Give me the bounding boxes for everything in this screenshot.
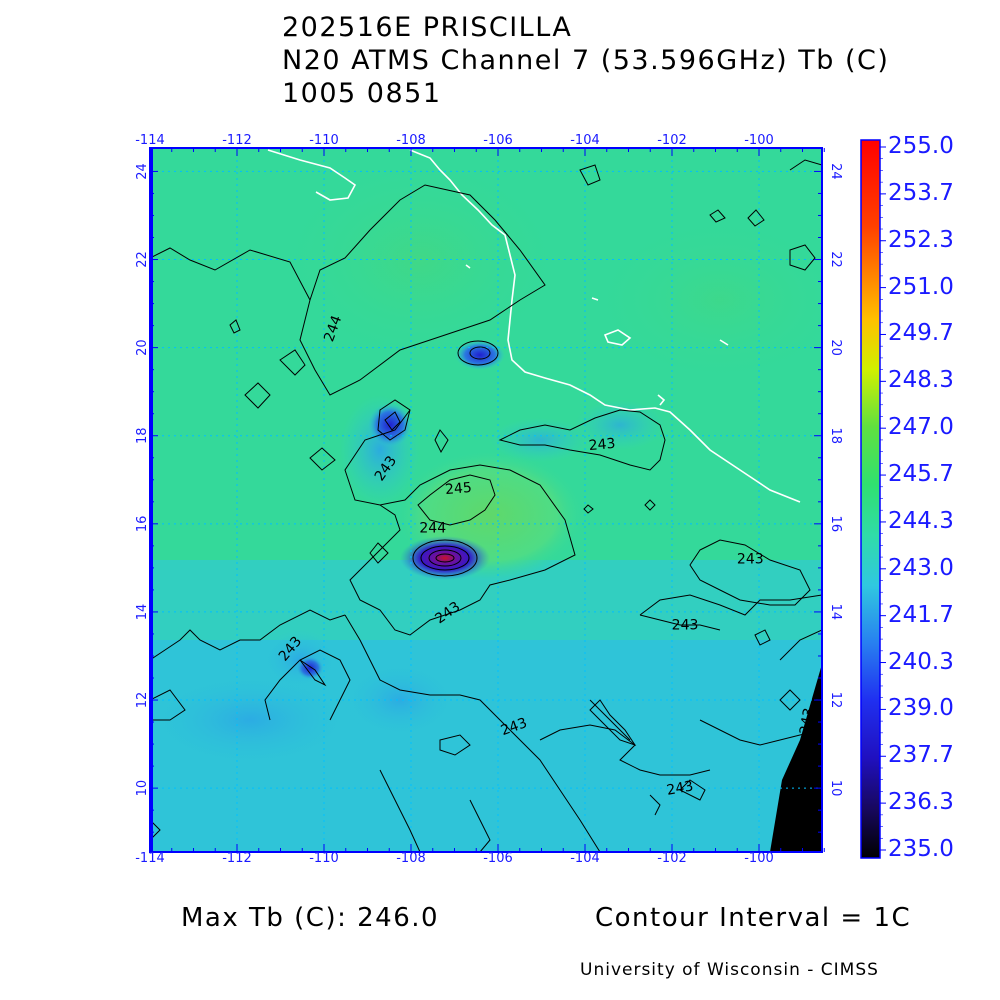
colorbar-label: 235.0 [888,836,954,862]
colorbar-ticks [880,146,886,851]
lat-tick-label: 20 [135,339,150,356]
lon-tick-label: -110 [309,851,339,866]
lon-tick-label: -104 [570,133,600,148]
colorbar-label: 253.7 [888,179,954,206]
contour-label: 243 [665,778,694,798]
lon-tick-label: -108 [396,851,426,866]
lat-tick-label: 24 [828,163,843,180]
colorbar-label: 239.0 [888,695,954,722]
lon-tick-label: -102 [657,851,687,866]
lon-tick-label: -114 [135,851,165,866]
lat-tick-label: 14 [135,604,150,621]
lat-tick-label: 20 [828,339,843,356]
colorbar [860,139,881,859]
title-sensor-channel: N20 ATMS Channel 7 (53.596GHz) Tb (C) [282,45,890,76]
colorbar-label: 248.3 [888,367,954,394]
colorbar-label: 252.3 [888,226,954,253]
max-tb-text: Max Tb (C): 246.0 [181,903,440,933]
lon-tick-label: -112 [222,851,252,866]
lon-tick-label: -102 [657,133,687,148]
lat-tick-label: 14 [828,604,843,621]
lon-tick-label: -108 [396,133,426,148]
credit-text: University of Wisconsin - CIMSS [580,960,879,980]
lat-tick-label: 16 [828,516,843,533]
lat-tick-label: 22 [135,251,150,268]
lat-tick-label: 18 [828,427,843,444]
contour-label: 243 [797,707,817,736]
colorbar-label: 251.0 [888,273,954,300]
colorbar-label: 237.7 [888,742,954,769]
colorbar-label: 245.7 [888,461,954,488]
contour-interval-text: Contour Interval = 1C [595,903,912,933]
lon-tick-label: -112 [222,133,252,148]
colorbar-label: 247.0 [888,414,954,441]
lon-tick-label: -106 [483,851,513,866]
lon-tick-label: -114 [135,133,165,148]
title-storm-id: 202516E PRISCILLA [282,12,573,43]
lon-tick-label: -106 [483,133,513,148]
coastline [267,149,801,503]
contour-label: 245 [444,480,472,498]
contour-label: 244 [419,521,446,537]
axis-ticks [150,148,825,852]
lon-tick-label: -104 [570,851,600,866]
colorbar-label: 244.3 [888,507,954,534]
colorbar-label: 249.7 [888,320,954,347]
colorbar-label: 240.3 [888,648,954,675]
contour-label: 243 [672,618,699,634]
lat-lon-grid [150,148,822,852]
colorbar-label: 241.7 [888,601,954,628]
contour-label: 243 [737,551,764,567]
lon-tick-labels-top: -114 -112 -110 -108 -106 -104 -102 -100 [135,133,774,148]
lat-tick-label: 16 [135,516,150,533]
lat-tick-label: 12 [828,692,843,709]
lat-tick-label: 10 [135,780,150,797]
colorbar-label: 243.0 [888,554,954,581]
colorbar-label: 236.3 [888,789,954,816]
lon-tick-labels-bottom: -114 -112 -110 -108 -106 -104 -102 -100 [135,851,774,866]
lat-tick-labels-left: 24 22 20 18 16 14 12 10 [135,163,150,796]
lon-tick-label: -100 [744,133,774,148]
lat-tick-label: 18 [135,427,150,444]
title-datetime: 1005 0851 [282,78,442,109]
lat-tick-label: 10 [828,780,843,797]
lon-tick-label: -100 [744,851,774,866]
lon-tick-label: -110 [309,133,339,148]
tb-field [150,148,822,852]
lat-tick-label: 24 [135,163,150,180]
lat-tick-label: 12 [135,692,150,709]
lat-tick-labels-right: 24 22 20 18 16 14 12 10 [828,163,843,796]
colorbar-label: 255.0 [888,133,954,159]
contour-label: 243 [588,436,616,454]
contour-lines [150,159,822,852]
lat-tick-label: 22 [828,251,843,268]
